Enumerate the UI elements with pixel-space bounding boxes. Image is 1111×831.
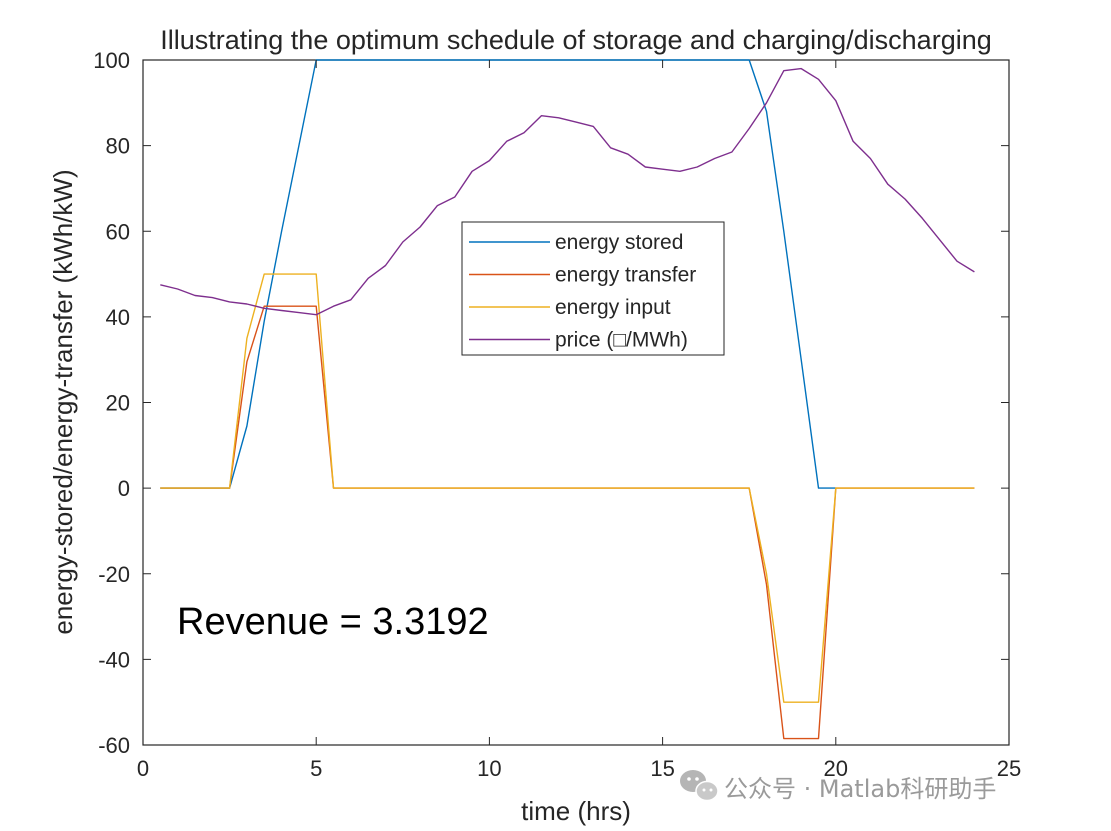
series-line-energy-2 [160, 273, 975, 703]
wechat-icon [680, 770, 719, 802]
axes-box [142, 59, 1010, 746]
y-tick-label: -20 [98, 562, 130, 587]
y-tick-label: 100 [93, 48, 130, 73]
legend-box [461, 221, 725, 356]
x-tick-label: 15 [650, 756, 674, 781]
y-tick-label: 60 [106, 219, 130, 244]
y-tick-label: 40 [106, 305, 130, 330]
legend: energy stored energy transfer energy input… [461, 221, 725, 356]
x-axis-label: time (hrs) [521, 796, 631, 826]
revenue-annotation: Revenue = 3.3192 [177, 601, 489, 643]
plot-area: 0 5 10 15 20 25 -60 -40 -20 0 20 40 60 80 100 [93, 48, 1021, 781]
y-tick-label: 80 [106, 134, 130, 159]
x-tick-label: 25 [997, 756, 1021, 781]
legend-label: energy input [555, 296, 671, 319]
legend-label: energy transfer [555, 264, 696, 287]
legend-label: energy stored [555, 231, 683, 254]
y-tick-label: 20 [106, 391, 130, 416]
series-line-price-3 [160, 67, 975, 316]
y-tick-label: -40 [98, 647, 130, 672]
watermark-text: 公众号 · Matlab科研助手 [724, 775, 996, 803]
watermark: 公众号 · Matlab科研助手 [680, 770, 996, 803]
y-tick-label: 0 [118, 476, 130, 501]
legend-label: price (□/MWh) [555, 329, 688, 352]
x-tick-label: 0 [137, 756, 149, 781]
x-tick-label: 5 [310, 756, 322, 781]
x-tick-label: 20 [824, 756, 848, 781]
tick-layer: 0 5 10 15 20 25 -60 -40 -20 0 20 40 60 80 100 [93, 48, 1021, 781]
y-axis-label: energy-stored/energy-transfer (kWh/kW) [48, 169, 78, 634]
chart-title: Illustrating the optimum schedule of sto… [160, 25, 992, 55]
x-tick-label: 10 [477, 756, 501, 781]
y-tick-label: -60 [98, 733, 130, 758]
